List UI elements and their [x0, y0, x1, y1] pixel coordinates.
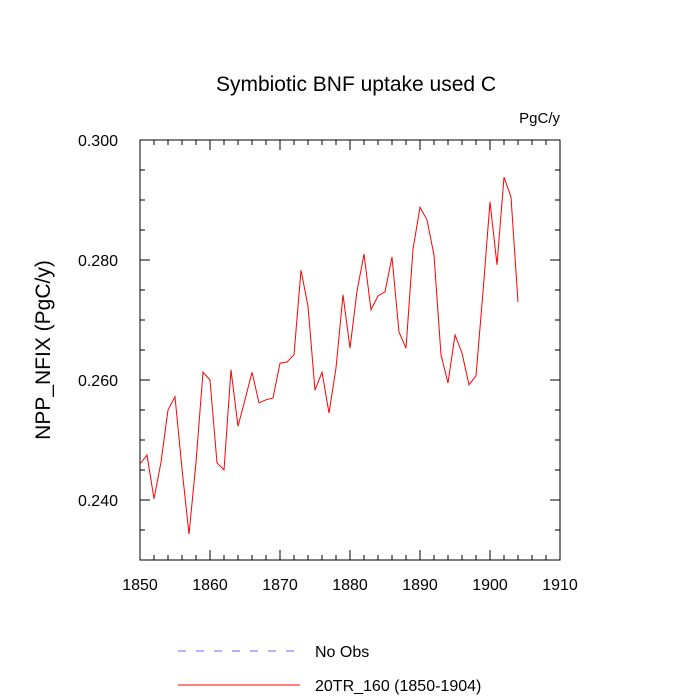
units-label: PgC/y: [519, 110, 560, 127]
x-tick-label: 1890: [402, 577, 438, 594]
y-tick-label: 0.240: [78, 493, 118, 510]
y-tick-label: 0.260: [78, 373, 118, 390]
axis-ticks: [139, 139, 561, 561]
x-tick-label: 1850: [122, 577, 158, 594]
x-tick-label: 1880: [332, 577, 368, 594]
y-tick-label: 0.300: [78, 133, 118, 150]
x-tick-label: 1910: [542, 577, 578, 594]
series-line: [139, 177, 519, 535]
x-tick-label: 1900: [472, 577, 508, 594]
legend: No Obs 20TR_160 (1850-1904): [178, 644, 481, 695]
y-axis-label: NPP_NFIX (PgC/y): [32, 260, 55, 440]
y-tick-label: 0.280: [78, 253, 118, 270]
legend-label: 20TR_160 (1850-1904): [315, 678, 481, 695]
plot-frame: [139, 139, 561, 561]
x-tick-label: 1860: [192, 577, 228, 594]
tick-labels: 1850 1860 1870 1880 1890 1900 1910 0.240 0.260 0.…: [78, 133, 578, 594]
series-group: [139, 177, 519, 535]
legend-label: No Obs: [315, 644, 369, 661]
chart-title: Symbiotic BNF uptake used C: [216, 73, 496, 96]
x-tick-label: 1870: [262, 577, 298, 594]
